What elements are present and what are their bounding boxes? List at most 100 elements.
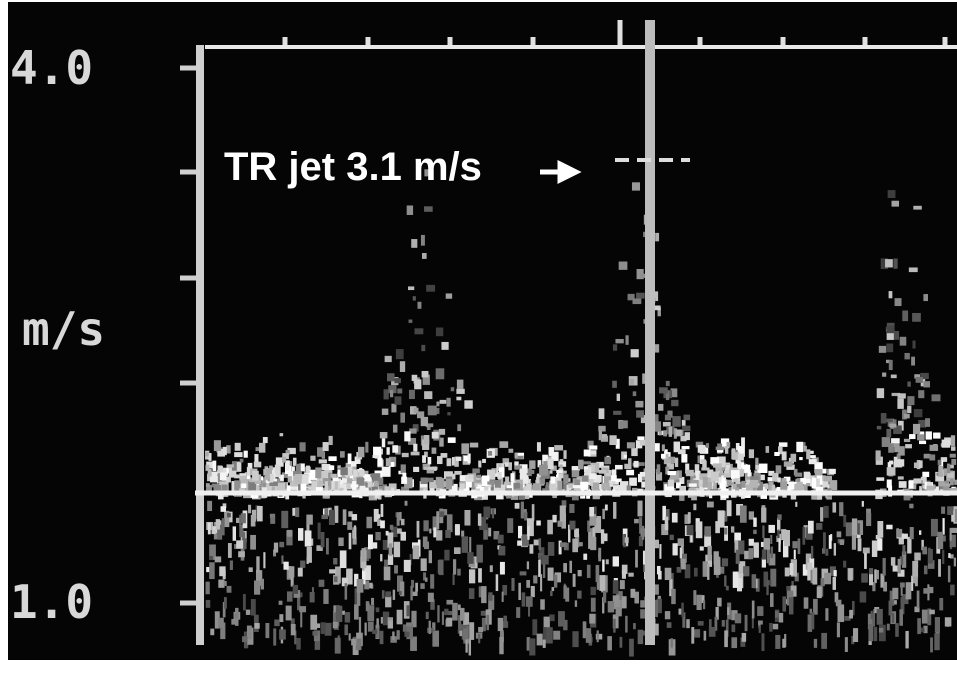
speckle: [615, 465, 623, 469]
speckle: [590, 587, 595, 595]
speckle: [384, 389, 389, 399]
speckle: [951, 446, 955, 450]
speckle: [421, 478, 428, 485]
speckle: [557, 481, 562, 491]
speckle: [220, 473, 227, 480]
speckle: [499, 637, 503, 654]
speckle: [206, 582, 210, 595]
speckle: [236, 462, 241, 472]
speckle: [378, 478, 383, 486]
speckle: [393, 425, 397, 433]
speckle: [428, 457, 432, 464]
speckle: [507, 518, 513, 533]
speckle: [882, 437, 891, 447]
speckle: [210, 629, 214, 636]
speckle: [926, 431, 932, 439]
speckle: [400, 413, 405, 423]
speckle: [948, 566, 950, 583]
speckle: [377, 458, 382, 466]
speckle: [750, 480, 758, 488]
speckle: [784, 461, 793, 466]
speckle: [537, 442, 541, 451]
speckle: [759, 464, 768, 473]
speckle: [325, 481, 328, 491]
speckle: [472, 468, 479, 473]
speckle: [616, 607, 622, 616]
speckle: [563, 474, 568, 484]
speckle: [447, 514, 453, 532]
speckle: [657, 566, 661, 574]
speckle: [391, 404, 396, 413]
speckle: [442, 611, 444, 624]
speckle: [909, 434, 915, 439]
speckle: [607, 636, 612, 650]
speckle: [598, 426, 605, 432]
speckle: [923, 588, 930, 594]
speckle: [432, 448, 437, 454]
speckle: [487, 481, 494, 484]
speckle: [951, 459, 956, 465]
speckle: [291, 624, 296, 635]
speckle: [909, 267, 918, 272]
speckle: [376, 607, 380, 612]
speckle: [281, 511, 288, 528]
speckle: [478, 513, 482, 525]
speckle: [212, 529, 216, 534]
speckle: [678, 449, 686, 454]
speckle: [731, 526, 734, 532]
speckle: [372, 542, 377, 548]
speckle: [477, 475, 481, 479]
speckle: [802, 527, 805, 545]
speckle: [929, 610, 935, 615]
speckle: [635, 550, 638, 568]
speckle: [499, 546, 505, 556]
speckle: [300, 592, 302, 597]
speckle: [404, 632, 409, 637]
speckle: [274, 619, 279, 626]
speckle: [913, 206, 921, 210]
speckle: [411, 452, 420, 456]
speckle: [775, 635, 780, 649]
speckle: [586, 628, 591, 643]
speckle: [424, 435, 429, 444]
speckle: [235, 443, 241, 451]
speckle: [259, 443, 265, 453]
speckle: [593, 483, 599, 491]
speckle: [583, 461, 591, 464]
speckle: [380, 432, 388, 438]
speckle: [247, 626, 252, 640]
speckle: [549, 484, 556, 491]
speckle: [907, 381, 910, 386]
speckle: [401, 519, 405, 525]
speckle: [242, 636, 247, 642]
speckle: [411, 239, 417, 248]
speckle: [889, 461, 893, 465]
speckle: [671, 589, 676, 604]
speckle: [437, 456, 443, 464]
speckle: [356, 639, 362, 651]
speckle: [658, 404, 663, 411]
speckle: [511, 578, 514, 591]
speckle: [602, 559, 604, 571]
speckle: [359, 617, 361, 634]
speckle: [587, 565, 591, 578]
speckle: [338, 538, 343, 547]
speckle: [554, 575, 557, 588]
speckle: [478, 634, 480, 643]
speckle: [212, 461, 216, 471]
speckle: [461, 443, 469, 454]
speckle: [560, 459, 564, 463]
speckle: [654, 421, 661, 431]
speckle: [534, 540, 539, 546]
speckle: [488, 451, 492, 456]
speckle: [655, 443, 660, 451]
speckle: [206, 483, 210, 487]
speckle: [804, 597, 809, 608]
speckle: [440, 400, 447, 404]
speckle: [904, 353, 909, 359]
speckle: [549, 568, 554, 580]
speckle: [599, 431, 602, 440]
speckle: [879, 628, 883, 633]
speckle: [331, 474, 337, 478]
speckle: [323, 589, 328, 604]
